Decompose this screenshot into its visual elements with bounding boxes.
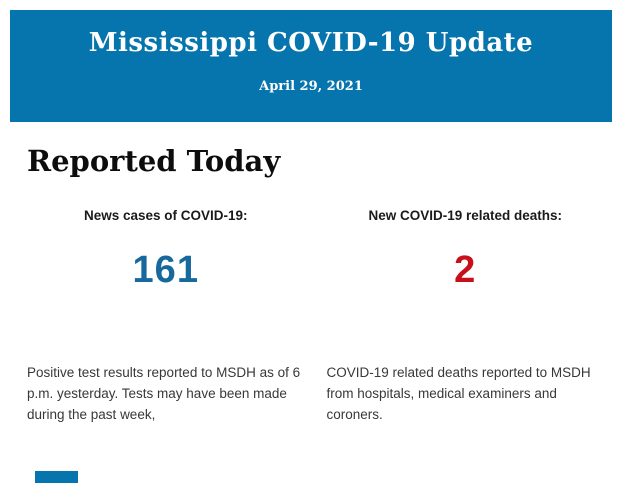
new-deaths-description: COVID-19 related deaths reported to MSDH… [326,364,591,422]
page-title: Mississippi COVID-19 Update [88,28,534,58]
section-heading: Reported Today [27,144,281,178]
stat-new-deaths: New COVID-19 related deaths: 2 [327,207,605,290]
header-banner: Mississippi COVID-19 Update April 29, 20… [10,10,612,122]
new-deaths-label: New COVID-19 related deaths: [368,208,563,223]
stat-new-cases: News cases of COVID-19: 161 [27,207,305,290]
new-cases-value: 161 [132,249,199,291]
report-date: April 29, 2021 [259,79,363,94]
new-cases-description: Positive test results reported to MSDH a… [27,364,301,422]
new-cases-label: News cases of COVID-19: [83,208,248,223]
stats-row: News cases of COVID-19: 161 New COVID-19… [0,207,620,290]
new-deaths-value: 2 [454,249,477,291]
descriptions-row: Positive test results reported to MSDH a… [0,348,620,438]
next-section-banner-sliver [35,471,78,483]
